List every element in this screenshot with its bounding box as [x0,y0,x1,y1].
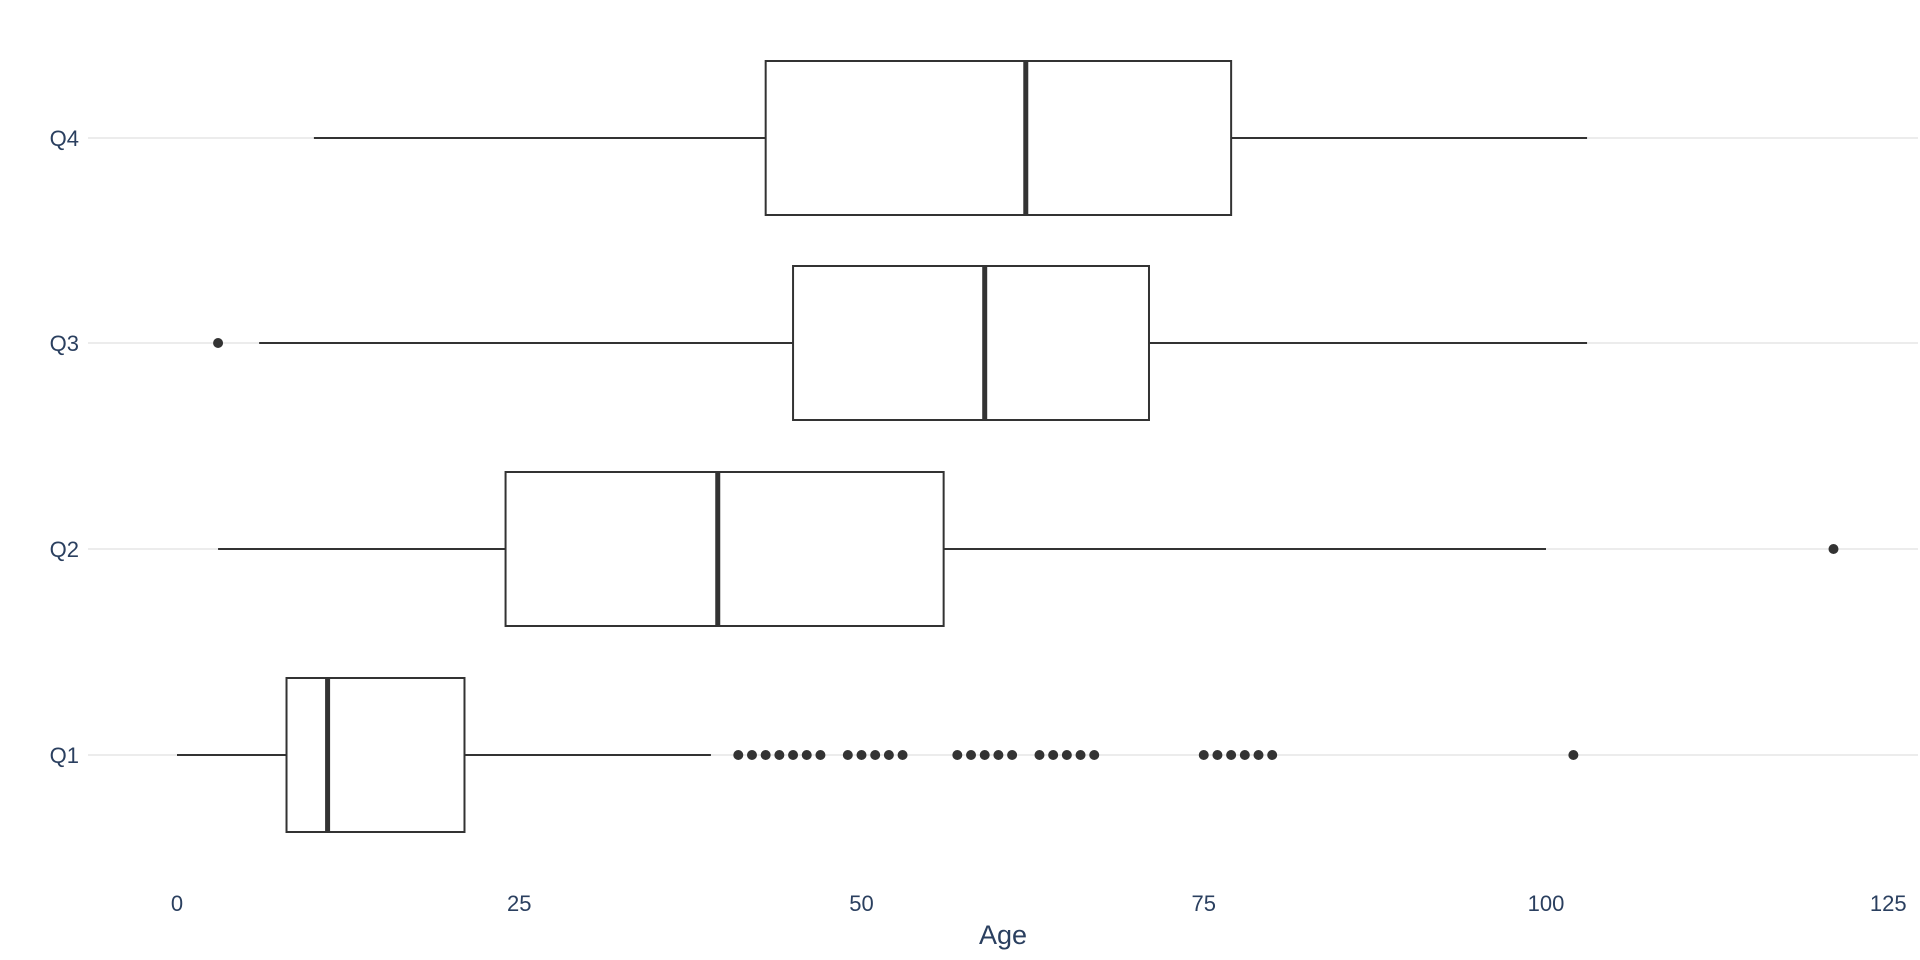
box-q4 [764,60,1233,216]
y-axis: Q1 Q2 Q3 Q4 [50,126,79,768]
outlier-point-q1-3 [774,750,785,760]
outlier-point-q1-21 [1089,750,1100,760]
outlier-point-q2-0 [1828,544,1839,554]
outlier-point-q1-0 [733,750,744,760]
x-tick-label-50: 50 [849,891,873,916]
outlier-point-q1-13 [966,750,977,760]
outlier-point-q1-24 [1226,750,1237,760]
x-tick-label-125: 125 [1870,891,1907,916]
outlier-point-q1-15 [993,750,1004,760]
outlier-point-q1-18 [1048,750,1059,760]
outlier-point-q1-26 [1253,750,1264,760]
outlier-point-q1-16 [1007,750,1018,760]
outlier-point-q1-2 [760,750,771,760]
y-tick-label-q2: Q2 [50,537,79,562]
box-group-q1 [177,677,711,833]
box-q3 [792,265,1150,421]
box-group-q4 [313,60,1588,216]
outlier-point-q1-11 [897,750,908,760]
outlier-point-q1-9 [870,750,881,760]
box-layer [177,60,1588,833]
box-q1 [285,677,466,833]
outlier-point-q3-0 [213,338,224,348]
outlier-point-q1-28 [1568,750,1579,760]
outlier-point-q1-10 [883,750,894,760]
outlier-point-q1-7 [842,750,853,760]
outlier-point-q1-22 [1198,750,1209,760]
outlier-point-q1-1 [746,750,757,760]
x-tick-label-75: 75 [1192,891,1216,916]
outlier-point-q1-20 [1075,750,1086,760]
outlier-point-q1-17 [1034,750,1045,760]
outlier-layer [213,338,1839,760]
y-tick-label-q1: Q1 [50,743,79,768]
outlier-point-q1-6 [815,750,826,760]
y-tick-label-q4: Q4 [50,126,79,151]
x-axis: Age 0 25 50 75 100 125 [171,891,1907,950]
outlier-point-q1-5 [801,750,812,760]
outlier-point-q1-4 [788,750,799,760]
outlier-point-q1-19 [1061,750,1072,760]
outlier-point-q1-14 [979,750,990,760]
x-tick-label-0: 0 [171,891,183,916]
outlier-point-q1-23 [1212,750,1223,760]
box-group-q3 [259,265,1588,421]
outlier-point-q1-25 [1239,750,1250,760]
box-group-q2 [218,471,1546,627]
y-tick-label-q3: Q3 [50,331,79,356]
outlier-point-q1-27 [1267,750,1278,760]
x-axis-title: Age [979,920,1027,950]
outlier-point-q1-12 [952,750,963,760]
x-tick-label-25: 25 [507,891,531,916]
outlier-point-q1-8 [856,750,867,760]
box-q2 [504,471,945,627]
x-tick-label-100: 100 [1528,891,1565,916]
grid-layer [88,137,1918,756]
